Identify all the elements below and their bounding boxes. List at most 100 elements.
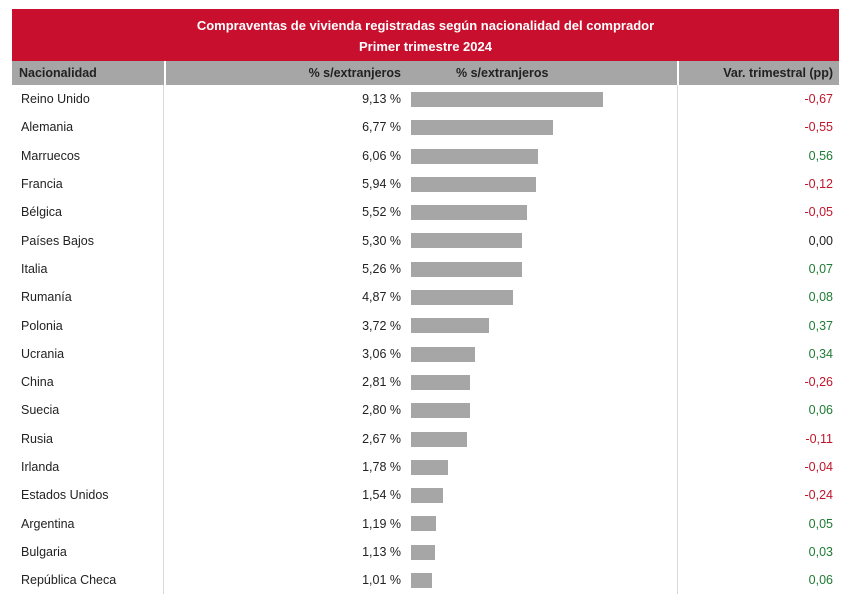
pct-cell: 1,01 % <box>362 573 401 588</box>
bar-cell <box>405 340 677 368</box>
variation-cell: 0,06 <box>677 396 839 425</box>
variation-cell: 0,37 <box>677 311 839 340</box>
bar-bulgaria <box>411 544 435 560</box>
bar-rusia <box>411 431 468 447</box>
title-band: Compraventas de vivienda registradas seg… <box>12 9 839 61</box>
bar-reino-unido <box>411 92 603 107</box>
nationality-cell: Suecia <box>12 396 164 425</box>
bar-cell <box>405 538 677 566</box>
bar-estados-unidos <box>411 488 444 504</box>
pct-cell: 4,87 % <box>362 290 401 305</box>
bar-suecia <box>411 403 470 419</box>
header-pct-bar: % s/extranjeros <box>405 61 677 85</box>
bar-polonia <box>411 318 490 334</box>
nationality-cell: Rumanía <box>12 283 164 312</box>
table-row: Bélgica 5,52 % -0,05 <box>12 198 839 227</box>
table-row: Argentina 1,19 % 0,05 <box>12 509 839 538</box>
pct-cell: 2,81 % <box>362 375 401 390</box>
nationality-cell: Italia <box>12 254 164 284</box>
pct-cell: 1,13 % <box>362 544 401 559</box>
bar-cell <box>405 509 677 537</box>
variation-cell: 0,34 <box>677 339 839 368</box>
nationality-cell: Rusia <box>12 424 164 453</box>
bar-cell <box>405 142 677 170</box>
table-body: Reino Unido 9,13 % -0,67 Alemania 6,77 % -0,5… <box>12 85 839 595</box>
bar-irlanda <box>411 459 449 475</box>
header-divider <box>164 61 166 85</box>
variation-cell: 0,07 <box>677 254 839 284</box>
bar-cell <box>405 113 677 141</box>
table-title: Compraventas de vivienda registradas seg… <box>196 18 655 33</box>
table-row: Irlanda 1,78 % -0,04 <box>12 452 839 482</box>
pct-cell: 1,54 % <box>362 488 401 503</box>
variation-cell: 0,00 <box>677 226 839 255</box>
header-var: Var. trimestral (pp) <box>679 61 839 85</box>
table-row: Alemania 6,77 % -0,55 <box>12 113 839 142</box>
variation-cell: 0,06 <box>677 566 839 595</box>
header-divider <box>677 61 679 85</box>
pct-cell: 2,80 % <box>362 403 401 418</box>
pct-cell: 5,52 % <box>362 205 401 220</box>
table-row: Reino Unido 9,13 % -0,67 <box>12 85 839 114</box>
bar-cell <box>405 368 677 396</box>
nationality-cell: República Checa <box>12 566 164 595</box>
bar-cell <box>405 481 677 509</box>
pct-cell: 1,19 % <box>362 516 401 531</box>
nationality-cell: China <box>12 367 164 397</box>
table-row: Marruecos 6,06 % 0,56 <box>12 141 839 170</box>
nationality-cell: Bélgica <box>12 198 164 227</box>
bar-rumanía <box>411 290 514 306</box>
table-container: Compraventas de vivienda registradas seg… <box>12 9 839 595</box>
header-pct: % s/extranjeros <box>166 61 405 85</box>
pct-cell: 5,26 % <box>362 261 401 276</box>
pct-cell: 6,06 % <box>362 148 401 163</box>
nationality-cell: Francia <box>12 169 164 199</box>
pct-cell: 2,67 % <box>362 431 401 446</box>
header-row: Nacionalidad % s/extranjeros % s/extranj… <box>12 61 839 85</box>
nationality-cell: Países Bajos <box>12 226 164 255</box>
bar-argentina <box>411 516 437 532</box>
pct-cell: 9,13 % <box>362 92 401 107</box>
bar-cell <box>405 255 677 283</box>
nationality-cell: Ucrania <box>12 339 164 368</box>
bar-italia <box>411 261 522 277</box>
pct-cell: 5,30 % <box>362 233 401 248</box>
bar-república-checa <box>411 573 433 589</box>
bar-países-bajos <box>411 233 523 249</box>
variation-cell: -0,05 <box>677 198 839 227</box>
variation-cell: 0,05 <box>677 509 839 538</box>
bar-cell <box>405 311 677 339</box>
nationality-cell: Estados Unidos <box>12 481 164 510</box>
bar-alemania <box>411 120 554 136</box>
variation-cell: -0,55 <box>677 113 839 142</box>
variation-cell: -0,67 <box>677 85 839 114</box>
table-subtitle: Primer trimestre 2024 <box>359 39 492 54</box>
bar-cell <box>405 198 677 226</box>
variation-cell: 0,08 <box>677 283 839 312</box>
bar-cell <box>405 170 677 198</box>
nationality-cell: Reino Unido <box>12 85 164 114</box>
variation-cell: -0,04 <box>677 452 839 482</box>
variation-cell: -0,26 <box>677 367 839 397</box>
bar-cell <box>405 226 677 254</box>
nationality-cell: Bulgaria <box>12 537 164 567</box>
bar-bélgica <box>411 205 528 221</box>
variation-cell: -0,11 <box>677 424 839 453</box>
pct-cell: 6,77 % <box>362 120 401 135</box>
bar-china <box>411 374 471 390</box>
table-row: Estados Unidos 1,54 % -0,24 <box>12 481 839 510</box>
variation-cell: -0,24 <box>677 481 839 510</box>
bar-cell <box>405 396 677 424</box>
nationality-cell: Polonia <box>12 311 164 340</box>
table-row: Italia 5,26 % 0,07 <box>12 254 839 284</box>
nationality-cell: Argentina <box>12 509 164 538</box>
bar-ucrania <box>411 346 476 362</box>
pct-cell: 5,94 % <box>362 177 401 192</box>
header-nacionalidad: Nacionalidad <box>12 61 164 85</box>
table-row: Suecia 2,80 % 0,06 <box>12 396 839 425</box>
pct-cell: 3,72 % <box>362 318 401 333</box>
variation-cell: 0,03 <box>677 537 839 567</box>
table-row: Polonia 3,72 % 0,37 <box>12 311 839 340</box>
bar-cell <box>405 453 677 481</box>
table-row: Ucrania 3,06 % 0,34 <box>12 339 839 368</box>
